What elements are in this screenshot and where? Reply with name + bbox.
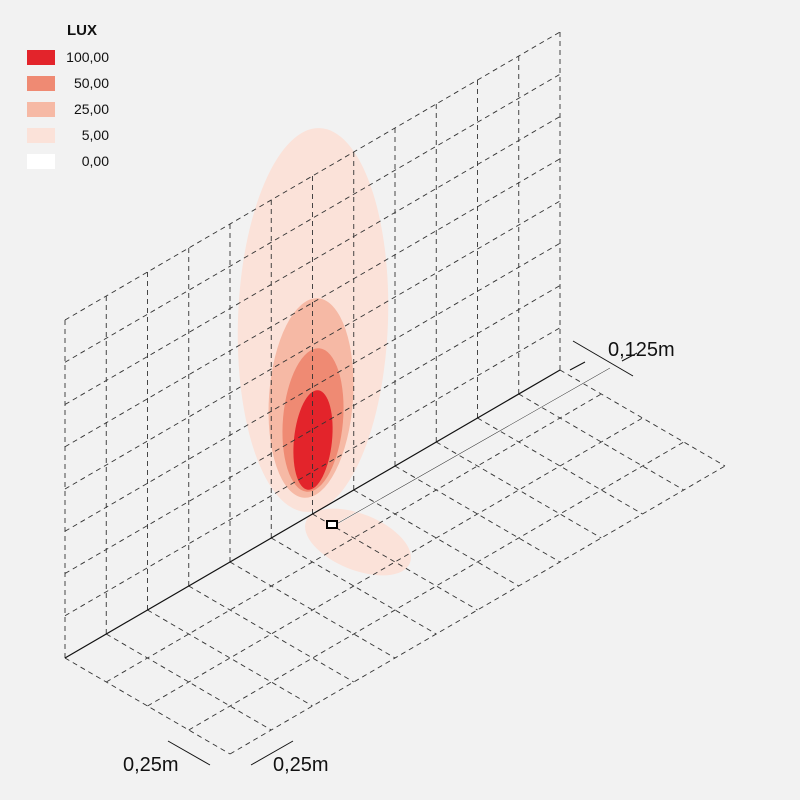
dimension-label: 0,25m (123, 754, 179, 776)
legend-label: 50,00 (74, 75, 109, 91)
grid-overlay (64, 31, 726, 755)
grid-line (106, 633, 272, 731)
grid-line (106, 393, 602, 683)
dimension-label: 0,125m (608, 339, 675, 361)
legend-swatch (27, 102, 55, 117)
grid-line (64, 327, 561, 617)
grid-line (312, 513, 478, 611)
grid-line (64, 285, 561, 574)
legend-label: 5,00 (82, 127, 109, 143)
legend-swatch (27, 76, 55, 91)
grid-line (147, 609, 313, 707)
grid-line (64, 200, 561, 490)
legend: 100,00 50,00 25,00 5,00 0,00 (27, 49, 109, 169)
grid-line (477, 417, 643, 515)
grid-line (188, 441, 684, 731)
grid-line (64, 31, 561, 321)
grid-line (518, 393, 684, 491)
grid-line (64, 657, 231, 755)
grid-line (64, 73, 561, 363)
legend-swatch (27, 50, 55, 65)
grid-line (229, 465, 726, 755)
grid-line (559, 369, 726, 467)
grid-line (147, 417, 643, 707)
legend-swatch (27, 128, 55, 143)
legend-label: 25,00 (74, 101, 109, 117)
legend-label: 0,00 (82, 153, 109, 169)
contour-100 (293, 390, 333, 490)
legend-swatch (27, 154, 55, 169)
grid-line (394, 465, 561, 563)
baseline (64, 369, 561, 659)
grid-line (64, 242, 561, 532)
grid-line (271, 537, 437, 635)
lux-contours (237, 128, 411, 576)
grid-line (64, 116, 561, 405)
grid-line (64, 158, 561, 448)
dimension-label: 0,25m (273, 754, 329, 776)
grid-line (436, 441, 602, 539)
legend-label: 100,00 (66, 49, 109, 65)
fixture (326, 520, 338, 529)
grid-line (188, 585, 354, 683)
grid-line (353, 489, 519, 587)
fixture-line (332, 367, 611, 527)
grid-line (229, 561, 396, 659)
legend-title: LUX (67, 22, 97, 39)
dimension-marks (167, 340, 638, 766)
